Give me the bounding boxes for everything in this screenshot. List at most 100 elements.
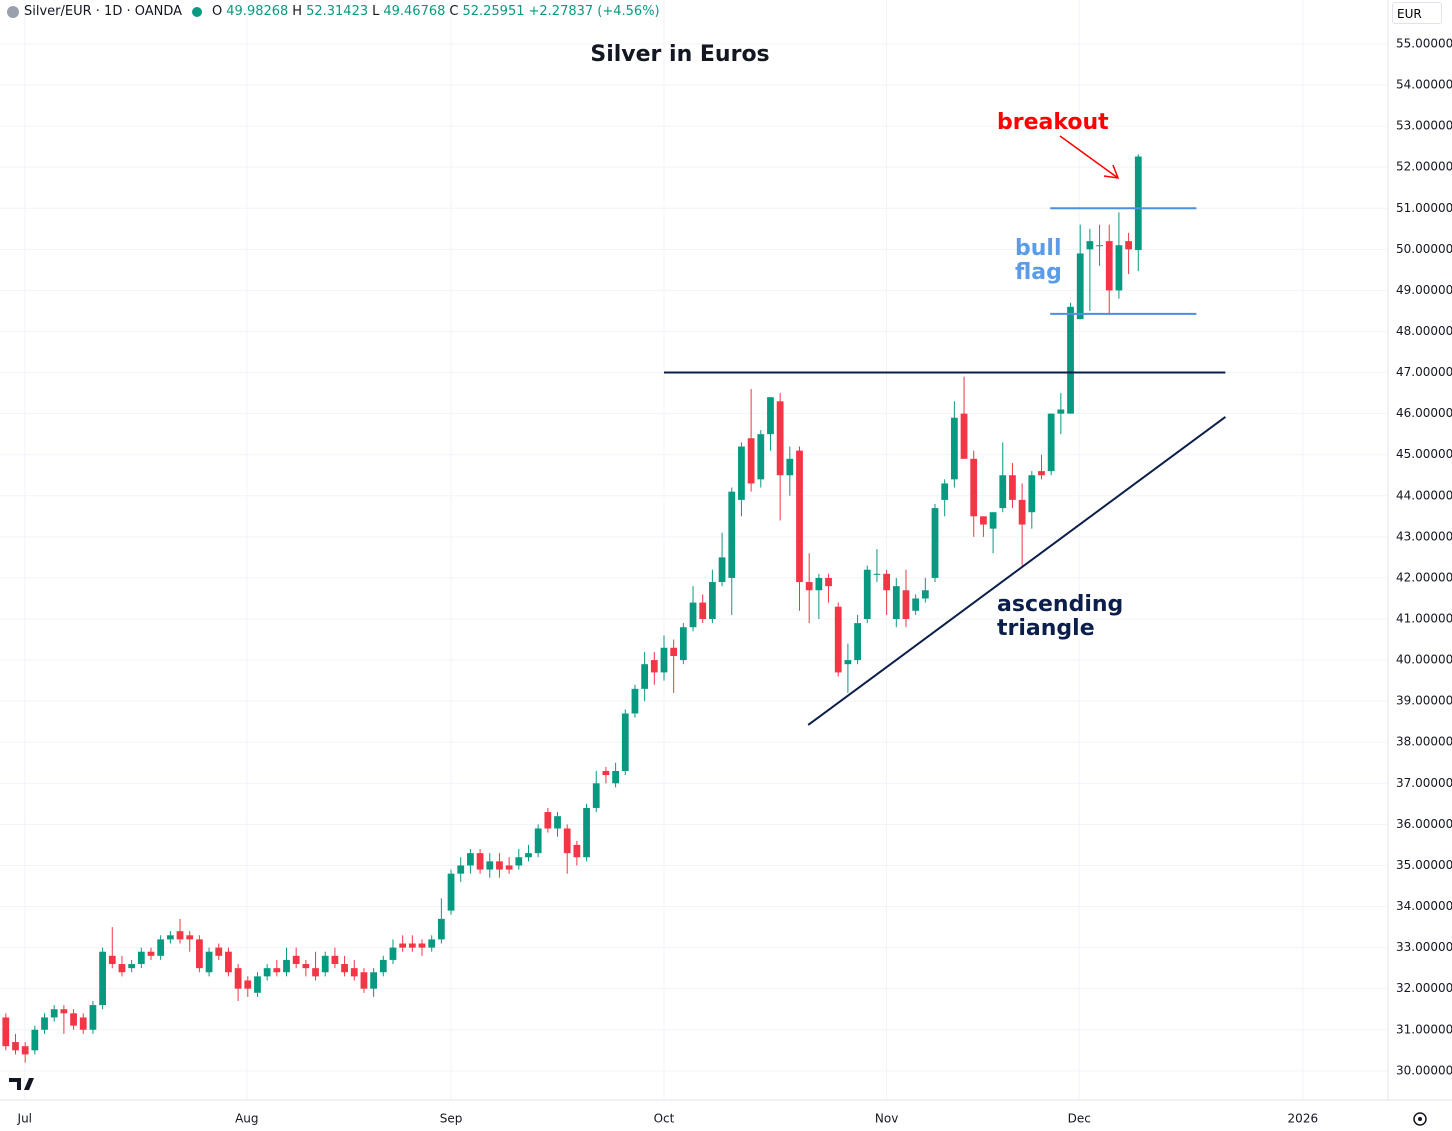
candle-body [476,853,484,870]
y-tick-label: 34.00000 [1396,899,1452,913]
c-label: C [449,4,459,19]
candle-body [592,783,600,808]
candle-body [399,943,407,948]
candle-body [679,627,687,661]
candle-body [699,602,707,620]
y-tick-label: 41.00000 [1396,612,1452,626]
candle-body [670,647,678,656]
h-value: 52.31423 [306,4,369,19]
currency-button[interactable]: EUR [1392,2,1442,24]
candle-body [244,980,252,989]
o-label: O [212,4,223,19]
candle-body [447,873,455,911]
y-tick-label: 51.00000 [1396,201,1452,215]
candle-body [225,951,232,973]
candle-body [486,861,494,870]
y-tick-label: 55.00000 [1396,36,1452,50]
candle-body [437,918,445,940]
candle-body [1076,253,1084,320]
candle-body [50,1009,58,1018]
y-tick-label: 52.00000 [1396,160,1452,174]
candle-body [128,964,136,969]
y-tick-label: 35.00000 [1396,858,1452,872]
y-tick-label: 50.00000 [1396,242,1452,256]
y-tick-label: 46.00000 [1396,406,1452,420]
candle-body [331,955,339,965]
candle-body [60,1009,68,1014]
x-tick-label: Nov [875,1112,898,1126]
candle-body [79,1017,87,1030]
candle-body [467,853,474,866]
candle-body [360,972,368,989]
candle-body [989,512,997,529]
candle-body [960,413,968,459]
candle-body [912,598,920,611]
candle-body [1105,241,1113,291]
candle-body [767,397,774,435]
symbol[interactable]: Silver/EUR · 1D · OANDA [24,4,183,19]
candle-body [931,508,939,578]
candle-body [815,577,823,591]
candle-body [554,816,561,829]
candle-body [70,1013,77,1026]
candle-body [166,935,174,940]
candle-body [505,865,513,870]
candle-body [892,586,900,620]
candle-body [196,939,203,969]
candle-body [602,770,610,776]
candle-body [186,935,194,940]
candle-body [1057,409,1065,414]
settings-icon-dot [1418,1117,1422,1121]
candle-body [534,828,542,854]
o-value: 49.98268 [226,4,289,19]
candle-body [428,939,436,948]
y-tick-label: 54.00000 [1396,78,1452,92]
change: +2.27837 (+4.56%) [528,4,660,19]
symbol-icon [7,5,19,18]
candle-body [1018,499,1026,525]
candle-body [389,947,397,960]
candle-body [205,951,213,973]
candle-body [1067,306,1074,414]
candle-body [2,1017,10,1047]
candle-body [873,573,881,575]
candle-body [312,968,319,977]
candle-body [41,1017,48,1030]
candle-body [660,647,668,673]
candle-body [583,807,590,858]
l-value: 49.46768 [383,4,446,19]
candle-body [883,573,891,591]
y-tick-label: 30.00000 [1396,1063,1452,1077]
candle-body [99,951,106,1006]
candle-body [902,590,910,620]
x-tick-label: 2026 [1288,1112,1319,1126]
y-tick-label: 36.00000 [1396,817,1452,831]
candle-body [302,964,310,969]
trend-line [807,416,1226,726]
candle-body [379,959,387,973]
annotation: flag [1015,260,1062,285]
y-tick-label: 32.00000 [1396,981,1452,995]
y-tick-label: 48.00000 [1396,324,1452,338]
candle-body [796,450,803,583]
x-tick-label: Dec [1068,1112,1091,1126]
candle-body [292,955,300,965]
candle-body [776,401,784,476]
candle-body [350,968,358,977]
y-tick-label: 38.00000 [1396,735,1452,749]
candle-body [999,475,1007,509]
candle-body [563,828,571,854]
candle-body [31,1029,39,1051]
candle-body [1086,241,1094,250]
candle-body [137,951,145,965]
candle-body [234,968,242,989]
y-tick-label: 43.00000 [1396,529,1452,543]
y-tick-label: 39.00000 [1396,694,1452,708]
settings-icon[interactable] [1413,1112,1427,1126]
y-tick-label: 45.00000 [1396,447,1452,461]
chart-title: Silver in Euros [590,42,769,67]
candle-body [825,577,832,587]
candle-body [1038,471,1045,476]
